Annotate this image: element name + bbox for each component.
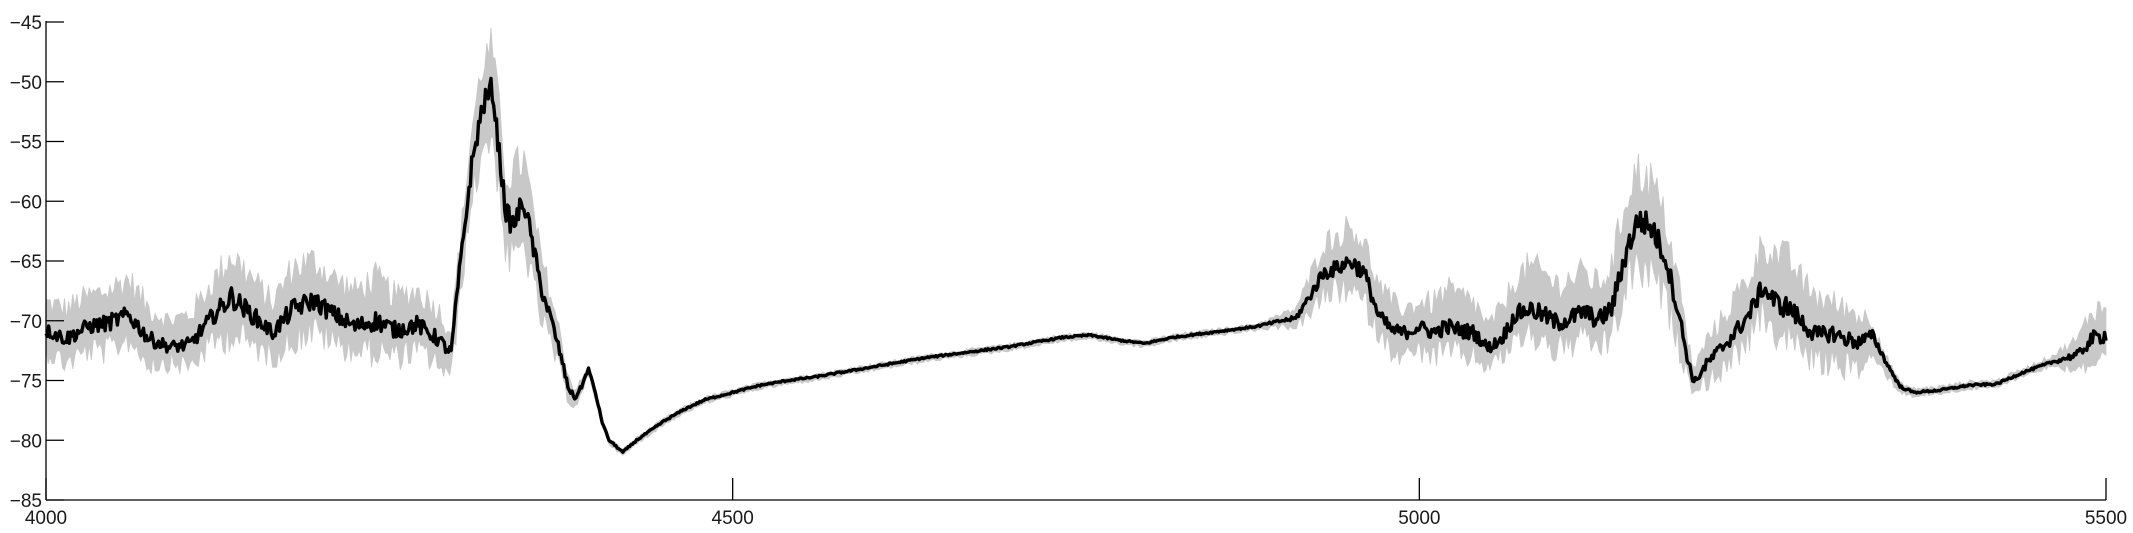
y-tick-label: −75	[10, 372, 42, 393]
x-tick-label: 5000	[1398, 508, 1440, 529]
x-tick-label: 5500	[2085, 508, 2127, 529]
y-tick-label: −60	[10, 192, 42, 213]
y-tick-label: −70	[10, 312, 42, 333]
plot-area	[44, 27, 2108, 456]
mean-line	[44, 76, 2108, 454]
x-tick-label: 4000	[25, 508, 67, 529]
y-tick-label: −45	[10, 13, 42, 34]
y-tick-label: −80	[10, 431, 42, 452]
y-tick-label: −65	[10, 252, 42, 273]
y-tick-label: −85	[10, 491, 42, 512]
y-tick-label: −50	[10, 73, 42, 94]
spread-band	[45, 27, 2107, 456]
x-tick-label: 4500	[712, 508, 754, 529]
y-tick-label: −55	[10, 133, 42, 154]
